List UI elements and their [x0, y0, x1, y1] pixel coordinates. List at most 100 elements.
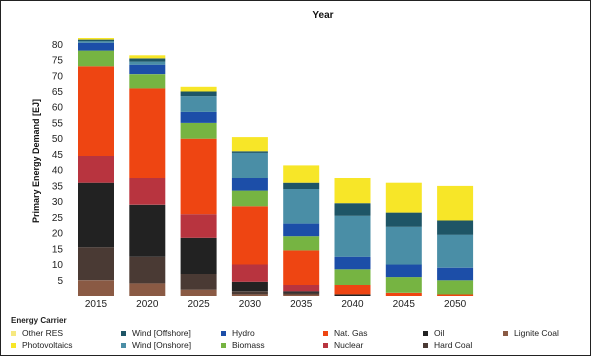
x-tick-label: 2045 [393, 299, 416, 310]
bar-segment [334, 285, 371, 295]
bar-segment [334, 178, 371, 204]
legend-swatch [121, 330, 126, 336]
bar-segment [129, 58, 166, 62]
legend-item: Biomass [221, 340, 265, 350]
x-tick-label: 2020 [136, 299, 159, 310]
y-tick-label: 65 [52, 87, 64, 98]
legend-item: Photovoltaics [11, 340, 73, 350]
bar-segment [385, 182, 422, 213]
y-tick-label: 5 [57, 276, 63, 287]
bar-segment [231, 294, 268, 296]
bar-segment [231, 137, 268, 152]
bar-segment [231, 151, 268, 153]
bar-segment [78, 280, 114, 296]
x-axis-ticks: 2015 2020 2025 2030 2035 2040 2045 2050 [85, 299, 467, 310]
bar-segment [180, 214, 217, 238]
legend-label: Wind [Offshore] [132, 328, 191, 338]
bar-segment [283, 223, 320, 237]
bar-segment [334, 215, 371, 257]
legend-label: Biomass [232, 340, 265, 350]
bar-segment [231, 152, 268, 178]
legend-item: Wind [Onshore] [121, 340, 191, 350]
legend-swatch [423, 342, 428, 348]
legend-item: Nuclear [323, 340, 363, 350]
bar-segment [180, 138, 217, 215]
y-tick-label: 50 [52, 134, 64, 145]
legend-swatch [323, 342, 328, 348]
bar-segment [283, 292, 320, 295]
legend-item: Other RES [11, 328, 63, 338]
legend-label: Photovoltaics [22, 340, 73, 350]
bar-segment [180, 91, 217, 97]
y-tick-label: 60 [52, 103, 64, 114]
bar-segment [129, 88, 166, 178]
legend-swatch [121, 342, 126, 348]
legend-label: Oil [434, 328, 445, 338]
y-tick-label: 45 [52, 150, 64, 161]
bar-segment [334, 203, 371, 216]
y-tick-label: 30 [52, 197, 64, 208]
y-tick-label: 35 [52, 181, 64, 192]
bar-segment [129, 74, 166, 89]
legend-item: Oil [423, 328, 444, 338]
legend-swatch [423, 330, 428, 336]
bar-segment [231, 281, 268, 292]
bar-segment [231, 206, 268, 265]
bar-segment [78, 39, 114, 42]
bar-segment [437, 220, 474, 235]
bar-segment [231, 190, 268, 207]
bar-segment [437, 185, 474, 221]
bar-segment [180, 274, 217, 290]
bars [78, 38, 474, 296]
bar-segment [437, 280, 474, 295]
bar-segment [334, 294, 371, 296]
bar-segment [78, 247, 114, 281]
bar-segment [78, 182, 114, 248]
bar-segment [437, 234, 474, 268]
bar-segment [129, 283, 166, 296]
x-tick-label: 2040 [341, 299, 364, 310]
legend-item: Hydro [221, 328, 255, 338]
bar-segment [129, 61, 166, 65]
legend-item: Lignite Coal [503, 328, 559, 338]
legend-label: Hard Coal [434, 340, 473, 350]
bar-segment [180, 289, 217, 296]
bar-segment [385, 277, 422, 293]
bar-segment [283, 294, 320, 296]
bar-segment [334, 256, 371, 270]
legend-swatch [503, 330, 508, 336]
legend-swatch [221, 330, 226, 336]
bar-segment [180, 123, 217, 139]
bar-segment [129, 204, 166, 257]
bar-segment [129, 64, 166, 75]
bar-segment [283, 165, 320, 183]
bar-segment [385, 264, 422, 278]
bar-segment [283, 291, 320, 293]
y-tick-label: 70 [52, 71, 64, 82]
x-tick-label: 2050 [444, 299, 467, 310]
bar-segment [385, 292, 422, 296]
legend-swatch [11, 330, 16, 336]
bar-segment [78, 50, 114, 67]
legend-label: Other RES [22, 328, 64, 338]
bar-segment [385, 212, 422, 227]
bar-segment [78, 38, 114, 40]
bar-segment [180, 96, 217, 112]
bar-segment [78, 66, 114, 156]
legend-item: Hard Coal [423, 340, 472, 350]
bar-segment [283, 182, 320, 189]
bar-segment [78, 41, 114, 43]
y-tick-label: 10 [52, 260, 64, 271]
legend-item: Nat. Gas [323, 328, 368, 338]
legend-swatch [11, 342, 16, 348]
y-tick-label: 15 [52, 244, 64, 255]
bar-segment [78, 156, 114, 183]
legend-swatch [221, 342, 226, 348]
bar-segment [129, 256, 166, 284]
x-tick-label: 2030 [239, 299, 262, 310]
bar-segment [180, 237, 217, 274]
x-tick-label: 2035 [290, 299, 313, 310]
bar-segment [78, 42, 114, 51]
bar-segment [231, 178, 268, 191]
